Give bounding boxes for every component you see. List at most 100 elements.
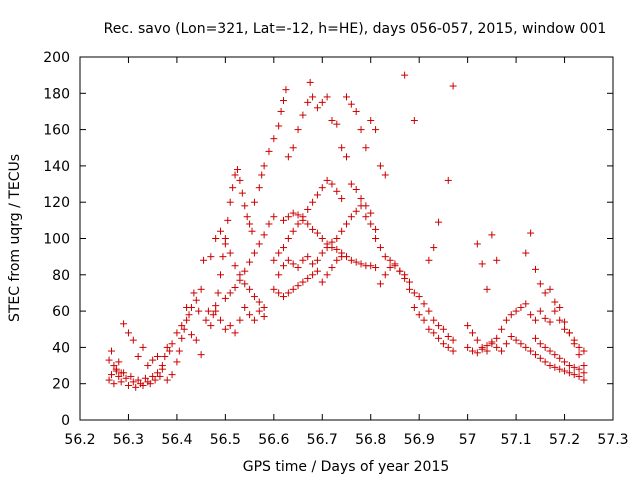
y-tick-labels: 0 20 40 60 80 100 120 140 160 180 200	[43, 50, 70, 429]
data-point	[289, 209, 297, 217]
data-point	[483, 342, 491, 350]
data-point	[238, 189, 246, 197]
data-point	[405, 285, 413, 293]
data-point	[280, 216, 288, 224]
data-point	[546, 285, 554, 293]
data-point	[250, 293, 258, 301]
data-point	[124, 329, 132, 337]
data-point	[246, 311, 254, 319]
data-point	[105, 356, 113, 364]
data-point	[415, 311, 423, 319]
data-point	[304, 274, 312, 282]
data-point	[333, 256, 341, 264]
data-point	[192, 296, 200, 304]
data-point	[580, 347, 588, 355]
data-point	[575, 351, 583, 359]
data-point	[338, 195, 346, 203]
data-point	[149, 372, 157, 380]
data-point	[221, 294, 229, 302]
data-point	[435, 218, 443, 226]
data-point	[565, 362, 573, 370]
data-point	[306, 78, 314, 86]
data-point	[517, 303, 525, 311]
data-point	[362, 202, 370, 210]
data-point	[280, 262, 288, 270]
data-point	[531, 351, 539, 359]
data-point	[146, 380, 154, 388]
data-point	[280, 293, 288, 301]
data-point	[195, 307, 203, 315]
data-point	[444, 343, 452, 351]
data-point	[313, 256, 321, 264]
data-point	[580, 376, 588, 384]
data-point	[255, 184, 263, 192]
data-point	[367, 117, 375, 125]
data-point	[323, 271, 331, 279]
data-point	[309, 93, 317, 101]
data-point	[226, 289, 234, 297]
data-point	[204, 307, 212, 315]
data-point	[536, 307, 544, 315]
data-point	[372, 126, 380, 134]
data-point	[313, 104, 321, 112]
data-point	[304, 253, 312, 261]
data-point	[328, 180, 336, 188]
data-point	[531, 265, 539, 273]
data-point	[367, 209, 375, 217]
data-point	[435, 334, 443, 342]
data-point	[381, 171, 389, 179]
data-point	[527, 229, 535, 237]
data-point	[517, 340, 525, 348]
data-point	[333, 235, 341, 242]
data-point	[410, 289, 418, 297]
data-point	[299, 256, 307, 264]
data-point	[173, 329, 181, 337]
x-tick-label: 57.2	[549, 432, 580, 448]
data-point	[498, 347, 506, 355]
data-point	[200, 256, 208, 264]
data-point	[173, 358, 181, 366]
data-point	[391, 260, 399, 268]
data-point	[180, 325, 188, 333]
data-point	[243, 213, 251, 221]
data-point	[328, 264, 336, 272]
data-point	[386, 264, 394, 272]
data-point	[144, 362, 152, 370]
data-point	[270, 285, 278, 293]
data-point	[401, 274, 409, 282]
data-point	[512, 307, 520, 315]
data-point	[488, 338, 496, 346]
data-point	[149, 356, 157, 364]
data-point	[347, 100, 355, 108]
data-point	[372, 225, 380, 233]
data-point	[478, 260, 486, 268]
data-point	[323, 244, 331, 252]
data-point	[219, 253, 227, 261]
data-point	[250, 249, 258, 257]
data-point	[284, 289, 292, 297]
data-point	[449, 347, 457, 355]
data-point	[473, 336, 481, 344]
data-point	[338, 227, 346, 235]
data-point	[260, 231, 268, 239]
data-point	[299, 278, 307, 286]
data-point	[493, 256, 501, 264]
data-point	[313, 267, 321, 275]
y-tick-label: 180	[43, 86, 70, 102]
data-point	[231, 329, 239, 337]
data-point	[575, 372, 583, 380]
data-point	[258, 171, 266, 179]
data-point	[183, 303, 191, 311]
data-point	[139, 382, 147, 390]
x-tick-label: 56.2	[64, 432, 95, 448]
x-axis-label: GPS time / Days of year 2015	[243, 459, 450, 475]
data-point	[478, 345, 486, 353]
data-point	[110, 362, 118, 370]
data-point	[105, 376, 113, 384]
data-point	[129, 336, 137, 344]
data-point	[546, 318, 554, 326]
data-point	[275, 249, 283, 257]
data-point	[212, 307, 220, 315]
data-point	[551, 363, 559, 371]
data-point	[151, 376, 159, 384]
